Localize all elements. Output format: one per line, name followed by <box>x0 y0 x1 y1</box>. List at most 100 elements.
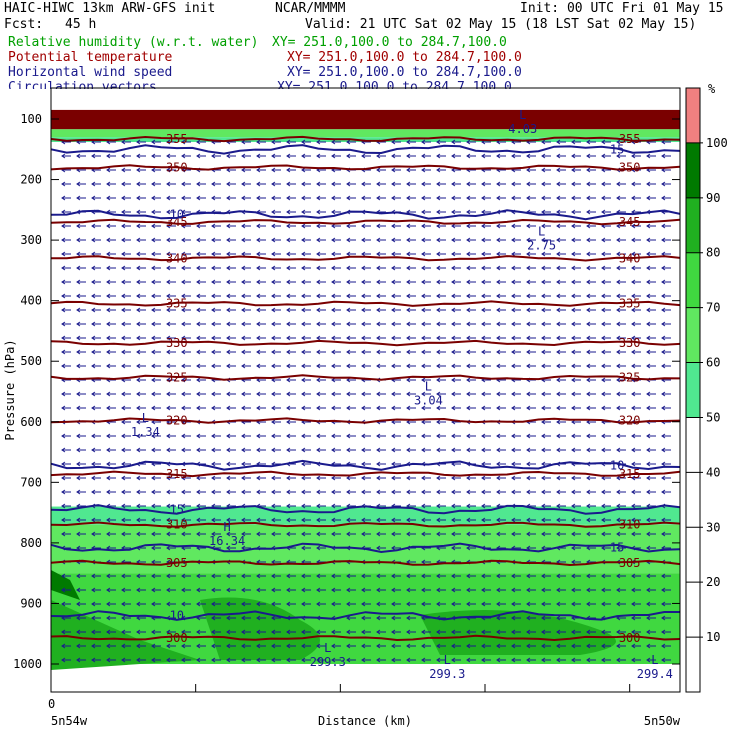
wind-vector-131 <box>181 181 191 187</box>
wind-vector-1397 <box>106 615 116 621</box>
wind-vector-1465 <box>511 629 521 635</box>
wind-vector-432 <box>391 279 401 285</box>
wind-vector-51 <box>211 153 221 159</box>
wind-vector-140 <box>316 181 326 187</box>
wind-vector-1367 <box>271 601 281 607</box>
field-theta-xy: XY= 251.0,100.0 to 284.7,100.0 <box>287 50 522 65</box>
wind-vector-145 <box>391 181 401 187</box>
wind-vector-536 <box>106 321 116 327</box>
wind-vector-361 <box>556 251 566 257</box>
wind-vector-1057 <box>541 489 551 495</box>
wind-vector-49 <box>181 153 191 159</box>
fcst-label: Fcst: <box>4 17 44 32</box>
wind-vector-811 <box>541 405 551 411</box>
wind-vector-452 <box>76 293 86 299</box>
wind-vector-1522 <box>136 657 146 663</box>
wind-vector-1385 <box>541 601 551 607</box>
wind-vector-1099 <box>556 503 566 509</box>
wind-vector-349 <box>376 251 386 257</box>
wind-vector-133 <box>211 181 221 187</box>
wind-vector-342 <box>271 251 281 257</box>
wind-vector-323 <box>601 237 611 243</box>
wind-vector-295 <box>181 237 191 243</box>
wind-vector-507 <box>286 307 296 313</box>
wind-vector-347 <box>346 251 356 257</box>
wind-vector-1138 <box>526 517 536 523</box>
wind-vector-1142 <box>586 517 596 523</box>
wind-vector-320 <box>556 237 566 243</box>
wind-vector-304 <box>316 237 326 243</box>
wind-vector-1468 <box>556 629 566 635</box>
wind-vector-1527 <box>211 657 221 663</box>
wind-vector-561 <box>481 321 491 327</box>
wind-vector-238 <box>556 209 566 215</box>
wind-vector-1123 <box>301 517 311 523</box>
wind-vector-1466 <box>526 629 536 635</box>
wind-vector-1530 <box>256 657 266 663</box>
wind-vector-1329 <box>316 587 326 593</box>
wind-vector-476 <box>436 293 446 299</box>
wind-vector-443 <box>556 279 566 285</box>
wind-vector-771 <box>556 391 566 397</box>
wind-vector-812 <box>556 405 566 411</box>
wind-vector-266 <box>361 223 371 229</box>
wind-vector-1158 <box>211 531 221 537</box>
wind-vector-72 <box>526 153 536 159</box>
wind-vector-1115 <box>181 517 191 523</box>
theta-contour-340 <box>50 255 681 262</box>
wind-vector-577 <box>106 335 116 341</box>
wind-vector-1321 <box>196 587 206 593</box>
wind-vector-396 <box>466 265 476 271</box>
wind-vector-103 <box>376 167 386 173</box>
wind-vector-1540 <box>406 657 416 663</box>
extremum-value-5: 299.3 <box>310 655 346 669</box>
wind-vector-603 <box>496 335 506 341</box>
wind-vector-35 <box>586 139 596 145</box>
wind-vector-898 <box>616 433 626 439</box>
wind-vector-616 <box>76 349 86 355</box>
wind-vector-1497 <box>376 643 386 649</box>
wind-vector-1323 <box>226 587 236 593</box>
wind-vector-378 <box>196 265 206 271</box>
wind-vector-1129 <box>391 517 401 523</box>
wind-vector-164 <box>61 195 71 201</box>
wind-vector-1206 <box>316 545 326 551</box>
wind-vector-252 <box>151 223 161 229</box>
wind-vector-1322 <box>211 587 221 593</box>
wind-vector-782 <box>106 405 116 411</box>
wind-vector-742 <box>121 391 131 397</box>
wind-vector-865 <box>121 433 131 439</box>
wind-vector-566 <box>556 321 566 327</box>
wind-vector-543 <box>211 321 221 327</box>
wind-vector-1378 <box>436 601 446 607</box>
extremum-value-0: 4.03 <box>508 122 537 136</box>
wind-vector-229 <box>421 209 431 215</box>
wind-vector-54 <box>256 153 266 159</box>
wind-vector-1480 <box>121 643 131 649</box>
wind-vector-844 <box>421 419 431 425</box>
wind-vector-213 <box>181 209 191 215</box>
wind-vector-783 <box>121 405 131 411</box>
wind-vector-953 <box>211 461 221 467</box>
wind-vector-1028 <box>106 489 116 495</box>
wind-vector-1225 <box>601 545 611 551</box>
wind-vector-808 <box>496 405 506 411</box>
wind-vector-345 <box>316 251 326 257</box>
wind-vector-624 <box>196 349 206 355</box>
field-rh-xy: XY= 251.0,100.0 to 284.7,100.0 <box>272 35 507 50</box>
wind-vector-168 <box>121 195 131 201</box>
wind-vector-877 <box>301 433 311 439</box>
wind-vector-1007 <box>406 475 416 481</box>
wind-vector-602 <box>481 335 491 341</box>
wind-vector-445 <box>586 279 596 285</box>
wind-vector-885 <box>421 433 431 439</box>
wind-vector-667 <box>226 363 236 369</box>
x-zero-label: 0 <box>48 697 55 711</box>
wind-vector-127 <box>121 181 131 187</box>
wind-vector-570 <box>616 321 626 327</box>
wind-vector-147 <box>421 181 431 187</box>
wind-vector-275 <box>496 223 506 229</box>
wind-vector-205 <box>61 209 71 215</box>
theta-label-335-0: 335 <box>166 297 188 311</box>
wind-vector-747 <box>196 391 206 397</box>
